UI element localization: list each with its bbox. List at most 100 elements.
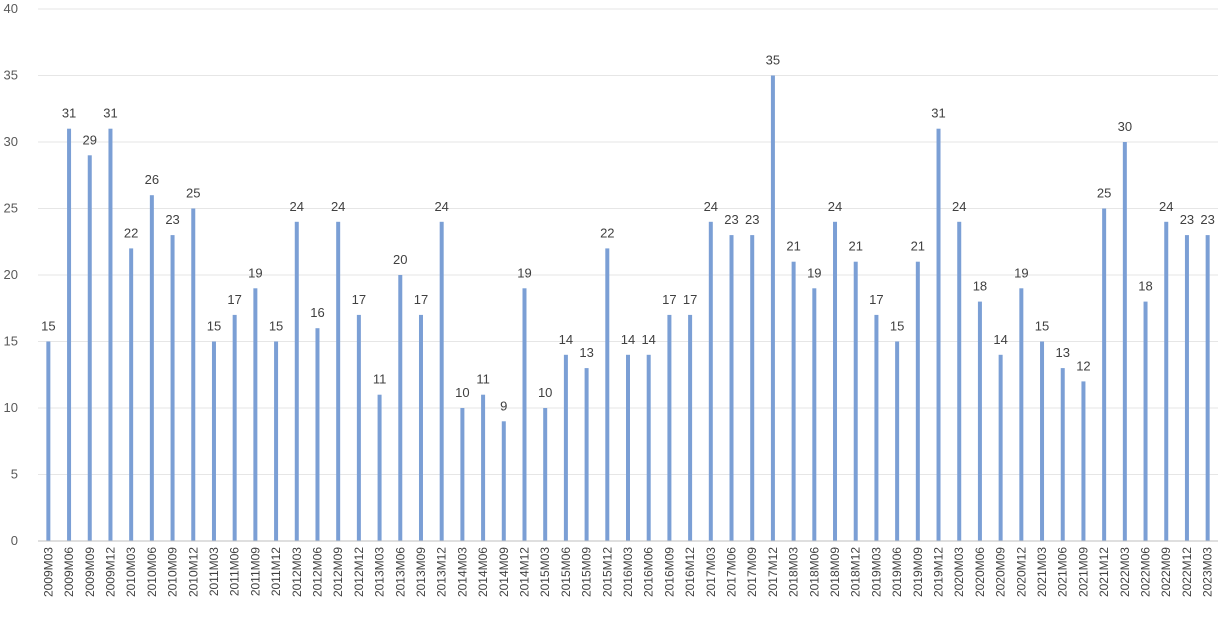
x-tick-label: 2018M03 [787, 547, 801, 597]
x-tick-label: 2016M12 [683, 547, 697, 597]
y-tick-label: 20 [4, 267, 18, 282]
x-tick-label: 2016M09 [662, 547, 676, 597]
x-tick-label: 2012M12 [352, 547, 366, 597]
data-label: 24 [828, 199, 842, 214]
data-label: 9 [500, 398, 507, 413]
data-label: 13 [579, 345, 593, 360]
bar [1143, 301, 1148, 541]
x-tick-label: 2021M03 [1035, 547, 1049, 597]
bar [957, 221, 962, 542]
bar [274, 341, 279, 541]
bar [584, 368, 589, 541]
data-label: 22 [600, 225, 614, 240]
bar [915, 261, 920, 541]
bar [667, 314, 672, 541]
bar [543, 408, 548, 541]
x-tick-label: 2019M06 [890, 547, 904, 597]
bar [232, 314, 237, 541]
bar [1060, 368, 1065, 541]
x-tick-label: 2018M12 [849, 547, 863, 597]
data-label: 21 [911, 239, 925, 254]
bar [1184, 235, 1189, 541]
x-tick-label: 2022M12 [1180, 547, 1194, 597]
data-label: 11 [476, 372, 490, 387]
x-tick-label: 2014M12 [517, 547, 531, 597]
bar [211, 341, 216, 541]
data-label: 14 [621, 332, 635, 347]
x-tick-label: 2017M09 [745, 547, 759, 597]
x-tick-label: 2021M12 [1097, 547, 1111, 597]
x-tick-label: 2019M09 [911, 547, 925, 597]
data-label: 23 [1200, 212, 1214, 227]
bar [1164, 221, 1169, 542]
data-label: 16 [310, 305, 324, 320]
x-tick-label: 2016M06 [642, 547, 656, 597]
x-tick-label: 2023M03 [1201, 547, 1215, 597]
y-tick-label: 10 [4, 400, 18, 415]
data-label: 11 [373, 372, 387, 387]
data-label: 24 [1159, 199, 1173, 214]
bar [481, 394, 486, 541]
y-tick-label: 5 [11, 467, 18, 482]
x-tick-label: 2009M03 [41, 547, 55, 597]
x-tick-label: 2021M09 [1076, 547, 1090, 597]
bar [833, 221, 838, 542]
bar [315, 328, 320, 541]
x-tick-label: 2014M09 [497, 547, 511, 597]
data-label: 10 [455, 385, 469, 400]
x-tick-label: 2011M12 [269, 547, 283, 596]
bar [460, 408, 465, 541]
bar [501, 421, 506, 541]
x-tick-label: 2014M03 [455, 547, 469, 597]
data-label: 24 [434, 199, 448, 214]
data-label: 35 [766, 53, 780, 68]
x-tick-label: 2021M06 [1056, 547, 1070, 597]
data-label: 23 [1180, 212, 1194, 227]
data-label: 20 [393, 252, 407, 267]
data-label: 15 [269, 319, 283, 334]
x-tick-label: 2010M12 [186, 547, 200, 597]
bar [998, 354, 1003, 541]
x-tick-label: 2012M06 [310, 547, 324, 597]
data-label: 17 [352, 292, 366, 307]
bar [1102, 208, 1107, 541]
x-tick-label: 2011M09 [248, 547, 262, 596]
y-tick-label: 40 [4, 1, 18, 16]
data-label: 30 [1118, 119, 1132, 134]
x-tick-label: 2011M06 [228, 547, 242, 596]
x-tick-label: 2015M12 [600, 547, 614, 597]
data-label: 17 [869, 292, 883, 307]
data-label: 26 [145, 172, 159, 187]
data-label: 15 [1035, 319, 1049, 334]
y-tick-label: 25 [4, 201, 18, 216]
x-tick-label: 2011M03 [207, 547, 221, 596]
bar [1019, 288, 1024, 541]
bars [46, 75, 1210, 542]
bar [708, 221, 713, 542]
x-tick-label: 2013M12 [435, 547, 449, 597]
data-label: 21 [786, 239, 800, 254]
x-tick-label: 2010M09 [166, 547, 180, 597]
data-label: 17 [662, 292, 676, 307]
x-tick-label: 2010M06 [145, 547, 159, 597]
x-tick-label: 2015M03 [538, 547, 552, 597]
data-label: 15 [207, 319, 221, 334]
bar [439, 221, 444, 542]
data-label: 17 [683, 292, 697, 307]
bar [191, 208, 196, 541]
data-label: 23 [165, 212, 179, 227]
bar [729, 235, 734, 541]
data-label: 21 [848, 239, 862, 254]
bar [398, 275, 403, 541]
data-label: 24 [952, 199, 966, 214]
data-label: 19 [517, 265, 531, 280]
data-label: 24 [331, 199, 345, 214]
x-tick-label: 2019M03 [869, 547, 883, 597]
x-tick-label: 2019M12 [932, 547, 946, 597]
data-labels: 15 31 29 31 22 26 23 25 15 17 19 15 24 16 24 17 11 20 17 24… [41, 53, 1215, 414]
data-label: 14 [993, 332, 1007, 347]
data-label: 12 [1076, 358, 1090, 373]
data-label: 24 [290, 199, 304, 214]
bar [129, 248, 134, 541]
bar [750, 235, 755, 541]
